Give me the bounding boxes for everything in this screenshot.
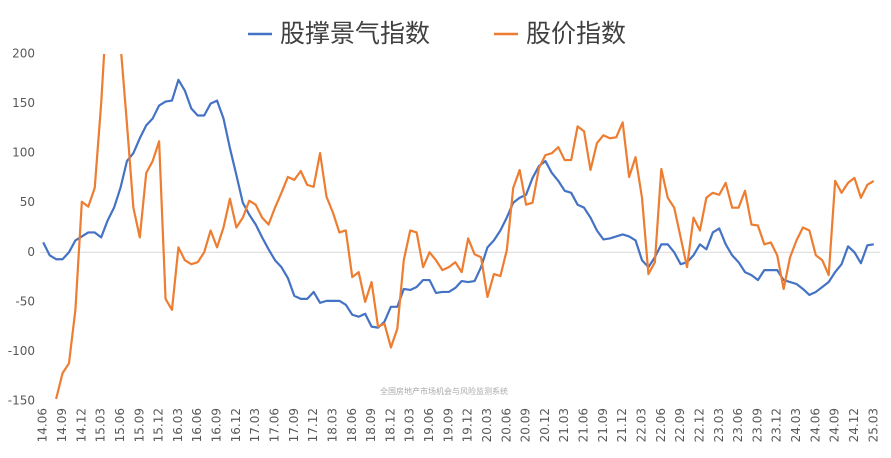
x-tick-label: 22.12 [692,408,706,442]
x-tick-label: 20.06 [499,408,513,442]
x-tick-label: 24.09 [828,408,842,442]
x-tick-label: 19.03 [403,408,417,442]
x-tick-label: 23.03 [712,408,726,442]
x-tick-label: 23.06 [731,408,745,442]
x-tick-label: 21.03 [557,408,571,442]
x-tick-label: 17.09 [287,408,301,442]
x-tick-label: 14.06 [36,408,50,442]
x-tick-label: 16.06 [190,408,204,442]
x-tick-label: 18.06 [345,408,359,442]
x-tick-label: 16.03 [171,408,185,442]
x-tick-label: 18.09 [364,408,378,442]
y-tick-label: 150 [12,96,35,110]
x-tick-label: 19.12 [461,408,475,442]
x-tick-label: 24.12 [847,408,861,442]
x-tick-label: 24.03 [789,408,803,442]
x-tick-label: 15.03 [94,408,108,442]
x-tick-label: 21.12 [615,408,629,442]
x-tick-label: 21.06 [577,408,591,442]
x-tick-label: 20.09 [519,408,533,442]
y-tick-label: 0 [27,245,35,259]
x-tick-label: 20.12 [538,408,552,442]
x-tick-label: 19.06 [422,408,436,442]
series-line [42,78,874,329]
x-tick-label: 14.09 [55,408,69,442]
x-tick-label: 16.12 [229,408,243,442]
x-tick-label: 18.12 [383,408,397,442]
x-tick-label: 15.09 [132,408,146,442]
series-line [55,54,875,400]
x-tick-label: 20.03 [480,408,494,442]
plot-area [42,54,875,400]
x-tick-label: 17.03 [248,408,262,442]
watermark: 全国房地产市场机会与风险监测系统 [380,386,508,396]
x-tick-label: 18.03 [325,408,339,442]
x-tick-label: 19.09 [441,408,455,442]
x-tick-label: 15.06 [113,408,127,442]
y-tick-label: 200 [12,47,35,61]
x-tick-label: 22.09 [673,408,687,442]
x-tick-label: 15.12 [152,408,166,442]
x-tick-label: 24.06 [808,408,822,442]
legend-label: 股撑景气指数 [280,19,430,48]
x-tick-label: 23.09 [750,408,764,442]
x-tick-label: 22.06 [654,408,668,442]
x-tick-label: 22.03 [634,408,648,442]
y-tick-label: 50 [20,195,35,209]
x-tick-label: 17.06 [268,408,282,442]
legend-label: 股价指数 [526,19,626,48]
x-tick-label: 21.09 [596,408,610,442]
x-tick-label: 25.03 [866,408,880,442]
x-tick-label: 17.12 [306,408,320,442]
y-tick-label: -150 [8,394,35,408]
x-tick-label: 16.09 [210,408,224,442]
y-tick-label: -100 [8,344,35,358]
x-tick-label: 23.12 [770,408,784,442]
y-tick-label: 100 [12,146,35,160]
y-tick-label: -50 [15,294,35,308]
x-tick-label: 14.12 [74,408,88,442]
